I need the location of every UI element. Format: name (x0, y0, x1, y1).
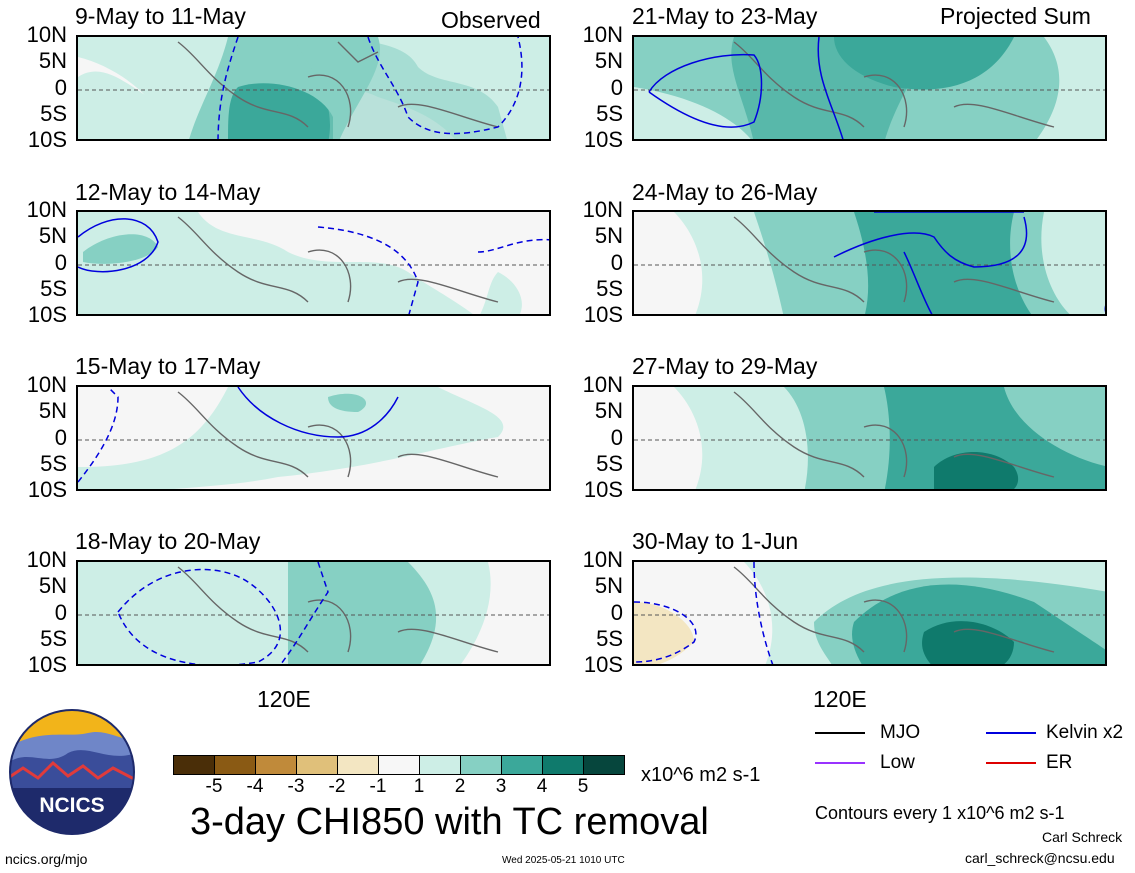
colorbar-swatch (584, 756, 624, 774)
lat-5s: 5S (40, 626, 67, 651)
colorbar-label: 5 (577, 776, 589, 797)
lat-10s: 10S (27, 127, 67, 152)
lat-10n: 10N (26, 547, 67, 572)
lat-5s: 5S (596, 451, 623, 476)
lat-0: 0 (54, 600, 67, 625)
map-panel-3 (76, 385, 551, 491)
colorbar-label: 3 (495, 776, 507, 797)
lon-label-right: 120E (813, 686, 867, 712)
legend-swatch-kelvin (986, 732, 1036, 734)
map-panel-6 (632, 210, 1107, 316)
colorbar-swatch (502, 756, 543, 774)
colorbar-swatch (543, 756, 584, 774)
lat-10s: 10S (27, 652, 67, 677)
lat-10s: 10S (27, 302, 67, 327)
lat-5n: 5N (594, 48, 623, 73)
lat-10n: 10N (582, 372, 623, 397)
legend-label-mjo: MJO (880, 722, 921, 743)
legend-label-kelvin: Kelvin x2 (1046, 722, 1124, 743)
lat-5s: 5S (40, 101, 67, 126)
projected-sum-label: Projected Sum (940, 3, 1091, 29)
author-name: Carl Schreck (1042, 829, 1123, 845)
colorbar-label: -3 (287, 776, 305, 797)
colorbar-swatch (256, 756, 297, 774)
lat-10s: 10S (583, 127, 623, 152)
website-link[interactable]: ncics.org/mjo (5, 851, 88, 867)
lat-5s: 5S (596, 101, 623, 126)
lat-5s: 5S (596, 276, 623, 301)
colorbar-label: -4 (246, 776, 264, 797)
colorbar-label: -2 (328, 776, 346, 797)
legend-label-low: Low (880, 752, 915, 773)
legend-swatch-low (815, 762, 865, 764)
lat-5n: 5N (594, 223, 623, 248)
map-panel-4 (76, 560, 551, 666)
lat-5s: 5S (40, 451, 67, 476)
lat-0: 0 (54, 75, 67, 100)
lat-5n: 5N (38, 48, 67, 73)
colorbar-label: -1 (369, 776, 387, 797)
panel-title-2: 12-May to 14-May (75, 179, 261, 205)
panel-title-8: 30-May to 1-Jun (632, 528, 799, 554)
lat-10n: 10N (582, 197, 623, 222)
contour-note: Contours every 1 x10^6 m2 s-1 (815, 803, 1065, 823)
colorbar-swatch (461, 756, 502, 774)
logo-text: NCICS (39, 794, 104, 817)
colorbar-label: 1 (413, 776, 425, 797)
lat-10s: 10S (27, 477, 67, 502)
lat-0: 0 (610, 425, 623, 450)
map-panel-5 (632, 35, 1107, 141)
lat-0: 0 (54, 425, 67, 450)
map-panel-7 (632, 385, 1107, 491)
ncics-logo: NCICS (8, 708, 136, 836)
lat-10s: 10S (583, 477, 623, 502)
colorbar-swatch (379, 756, 420, 774)
author-email: carl_schreck@ncsu.edu (965, 850, 1115, 866)
colorbar-swatch (215, 756, 256, 774)
colorbar-swatch (338, 756, 379, 774)
lat-5n: 5N (38, 398, 67, 423)
lat-5s: 5S (596, 626, 623, 651)
colorbar-swatch (297, 756, 338, 774)
legend-label-er: ER (1046, 752, 1073, 773)
lat-10s: 10S (583, 652, 623, 677)
panel-title-4: 18-May to 20-May (75, 528, 261, 554)
lat-0: 0 (610, 600, 623, 625)
lat-0: 0 (54, 250, 67, 275)
colorbar-swatch (420, 756, 461, 774)
lat-5s: 5S (40, 276, 67, 301)
lat-10n: 10N (26, 22, 67, 47)
panel-title-7: 27-May to 29-May (632, 353, 818, 379)
colorbar-label: 4 (536, 776, 548, 797)
colorbar-label: 2 (454, 776, 466, 797)
observed-label: Observed (441, 7, 541, 33)
panel-title-6: 24-May to 26-May (632, 179, 818, 205)
lat-5n: 5N (38, 223, 67, 248)
lon-label-left: 120E (257, 686, 311, 712)
colorbar-units: x10^6 m2 s-1 (641, 764, 761, 786)
colorbar (173, 755, 625, 775)
legend-swatch-er (986, 762, 1036, 764)
lat-5n: 5N (594, 573, 623, 598)
panel-title-1: 9-May to 11-May (75, 3, 246, 29)
panel-title-3: 15-May to 17-May (75, 353, 261, 379)
panel-title-5: 21-May to 23-May (632, 3, 818, 29)
lat-5n: 5N (38, 573, 67, 598)
lat-10s: 10S (583, 302, 623, 327)
lat-10n: 10N (582, 547, 623, 572)
lat-0: 0 (610, 75, 623, 100)
timestamp: Wed 2025-05-21 1010 UTC (502, 855, 625, 866)
figure-title: 3-day CHI850 with TC removal (190, 801, 709, 843)
lat-10n: 10N (26, 372, 67, 397)
map-panel-8 (632, 560, 1107, 666)
lat-5n: 5N (594, 398, 623, 423)
legend-swatch-mjo (815, 732, 865, 734)
lat-10n: 10N (582, 22, 623, 47)
colorbar-swatch (174, 756, 215, 774)
map-panel-2 (76, 210, 551, 316)
colorbar-label: -5 (205, 776, 223, 797)
lat-0: 0 (610, 250, 623, 275)
lat-10n: 10N (26, 197, 67, 222)
map-panel-1 (76, 35, 551, 141)
